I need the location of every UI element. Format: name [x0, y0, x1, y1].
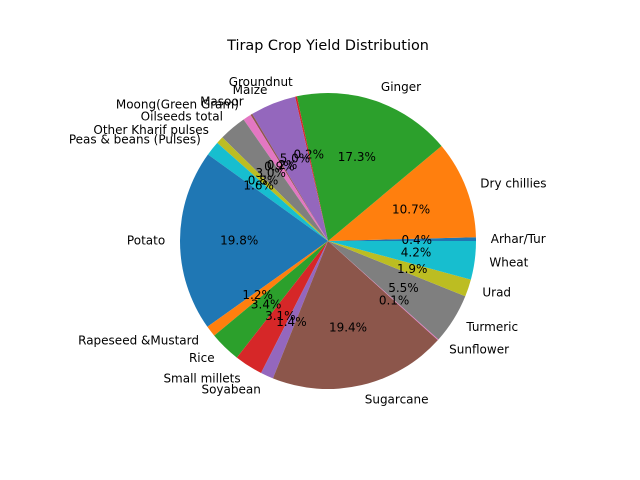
pie-percent-dry-chillies: 10.7% — [392, 203, 430, 217]
pie-label-sugarcane: Sugarcane — [365, 393, 429, 407]
pie-percent-urad: 1.9% — [397, 262, 428, 276]
pie-slice-maize — [252, 96, 328, 242]
pie-percent-rice: 3.4% — [251, 298, 282, 312]
pie-label-dry-chillies: Dry chillies — [480, 177, 546, 191]
pie-percent-arhar-tur: 0.4% — [402, 233, 433, 247]
pie-percent-sunflower: 0.1% — [379, 293, 410, 307]
pie-slice-potato — [180, 154, 328, 327]
pie-percent-small-millets: 3.1% — [265, 309, 296, 323]
pie-percent-potato: 19.8% — [220, 234, 258, 248]
pie-percent-sugarcane: 19.4% — [329, 321, 367, 335]
pie-percent-wheat: 4.2% — [401, 246, 432, 260]
pie-percent-peas-beans-pulses: 1.6% — [243, 179, 274, 193]
pie-label-rice: Rice — [189, 351, 215, 365]
pie-percent-ginger: 17.3% — [338, 150, 376, 164]
pie-slice-soyabean — [261, 241, 328, 379]
pie-slice-small-millets — [236, 241, 328, 374]
pie-slice-dry-chillies — [328, 146, 476, 241]
pie-label-masoor: Masoor — [200, 95, 244, 109]
pie-label-ginger: Ginger — [381, 80, 421, 94]
pie-label-peas-beans-pulses: Peas & beans (Pulses) — [69, 132, 201, 146]
pie-label-turmeric: Turmeric — [465, 320, 518, 334]
pie-percent-maize: 5.0% — [280, 152, 311, 166]
pie-percent-rapeseed-mustard: 1.2% — [242, 288, 273, 302]
pie-slice-sunflower — [328, 241, 439, 341]
pie-percent-masoor: 0.2% — [267, 158, 298, 172]
pie-percent-groundnut: 0.2% — [294, 147, 325, 161]
pie-label-maize: Maize — [233, 83, 268, 97]
pie-slice-groundnut — [295, 96, 328, 241]
pie-slice-rice — [214, 241, 328, 358]
pie-label-groundnut: Groundnut — [229, 75, 293, 89]
pie-label-other-kharif-pulses: Other Kharif pulses — [93, 123, 208, 137]
pie-label-wheat: Wheat — [489, 255, 528, 269]
pie-label-small-millets: Small millets — [163, 371, 240, 385]
pie-label-potato: Potato — [127, 233, 165, 247]
pie-slice-masoor — [250, 113, 328, 241]
chart-title: Tirap Crop Yield Distribution — [226, 38, 429, 54]
pie-label-arhar-tur: Arhar/Tur — [491, 232, 546, 246]
pie-percent-oilseeds-total: 3.0% — [255, 166, 286, 180]
pie-slice-wheat — [328, 241, 476, 280]
pie-label-urad: Urad — [482, 286, 511, 300]
pie-label-soyabean: Soyabean — [201, 382, 260, 396]
pie-slice-ginger — [296, 93, 442, 242]
pie-label-moong-green-gram: Moong(Green Gram) — [116, 98, 239, 112]
pie-percent-soyabean: 1.4% — [276, 315, 307, 329]
pie-slice-oilseeds-total — [222, 119, 328, 241]
pie-slice-other-kharif-pulses — [217, 137, 328, 241]
pie-category-labels: Arhar/Tur Dry chillies Ginger GroundnutMaiz… — [69, 75, 547, 407]
pie-slice-rapeseed-mustard — [207, 241, 328, 336]
pie-percent-labels: 0.4%10.7%17.3%0.2%5.0%0.2%0.9%3.0%0.8%1.… — [220, 147, 432, 334]
pie-percent-other-kharif-pulses: 0.8% — [248, 173, 279, 187]
pie-slice-sugarcane — [272, 241, 438, 390]
pie-slices — [180, 93, 476, 390]
pie-slice-turmeric — [328, 241, 466, 340]
pie-percent-turmeric: 5.5% — [388, 281, 419, 295]
pie-slice-urad — [328, 241, 471, 297]
pie-percent-moong-green-gram: 0.9% — [264, 160, 295, 174]
pie-slice-peas-beans-pulses — [207, 142, 328, 241]
pie-label-sunflower: Sunflower — [449, 343, 509, 357]
pie-label-rapeseed-mustard: Rapeseed &Mustard — [78, 333, 199, 347]
pie-slice-arhar-tur — [328, 237, 476, 241]
pie-slice-moong-green-gram — [243, 114, 328, 241]
pie-label-oilseeds-total: Oilseeds total — [141, 110, 223, 124]
